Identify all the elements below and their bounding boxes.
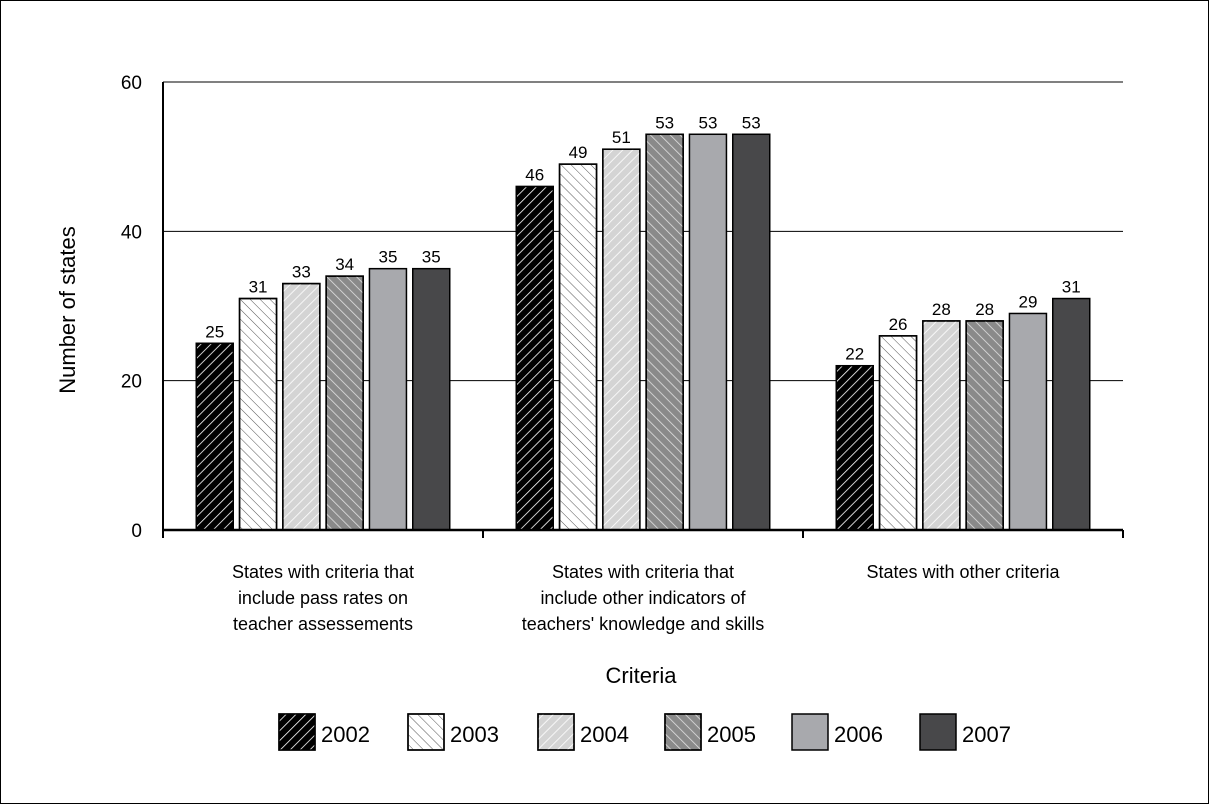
x-category-labels: States with criteria that include pass ra…: [232, 562, 1061, 634]
bar-2002-cat2: [515, 185, 554, 531]
bar-2006-cat2: [688, 133, 728, 531]
bar-fill: [368, 267, 408, 531]
bar-2006-cat3: [1008, 312, 1048, 531]
data-label: 33: [292, 263, 311, 282]
bar-hatch: [645, 133, 684, 531]
data-label: 31: [249, 278, 268, 297]
x-axis-title: Criteria: [606, 663, 678, 688]
data-label: 46: [525, 166, 544, 185]
x-category-label: States with other criteria: [866, 562, 1060, 582]
x-category-label: States with criteria that: [552, 562, 734, 582]
data-label: 28: [975, 300, 994, 319]
legend-item-2005: 2005: [664, 713, 756, 751]
x-category-label: teacher assessements: [233, 614, 413, 634]
x-category-label: include pass rates on: [238, 588, 408, 608]
data-label: 28: [932, 300, 951, 319]
bar-2002-cat1: [195, 342, 234, 531]
legend-item-2004: 2004: [537, 713, 629, 751]
legend-item-2006: 2006: [791, 713, 883, 751]
bar-2007-cat3: [1052, 297, 1091, 531]
y-tick-label: 40: [121, 222, 142, 243]
y-tick-label: 20: [121, 372, 142, 393]
bar-hatch: [238, 297, 278, 531]
legend-item-2003: 2003: [407, 713, 499, 751]
bar-hatch: [922, 320, 961, 531]
legend-label: 2004: [580, 722, 629, 747]
y-tick-label: 0: [131, 521, 142, 542]
axes: [162, 82, 1124, 538]
legend-swatch: [919, 713, 957, 751]
bar-2003-cat3: [878, 335, 918, 531]
data-label: 53: [742, 113, 761, 132]
data-label: 35: [422, 248, 441, 267]
y-tick-label: 60: [121, 73, 142, 94]
bar-hatch: [282, 282, 321, 531]
x-category-label: include other indicators of: [540, 588, 746, 608]
bar-2004-cat3: [922, 320, 961, 531]
bar-2004-cat2: [602, 148, 641, 531]
bar-hatch: [558, 163, 598, 531]
legend-label: 2007: [962, 722, 1011, 747]
bar-hatch: [835, 364, 874, 531]
bar-2004-cat1: [282, 282, 321, 531]
bar-2003-cat1: [238, 297, 278, 531]
bar-2005-cat1: [325, 275, 364, 531]
legend-swatch: [791, 713, 829, 751]
data-label: 34: [335, 255, 354, 274]
legend-item-2007: 2007: [919, 713, 1011, 751]
legend-label: 2006: [834, 722, 883, 747]
data-label: 53: [655, 113, 674, 132]
bar-2005-cat3: [965, 320, 1004, 531]
legend: 2002 2003 2004 2005 2006 2007: [278, 713, 1011, 751]
bar-fill: [732, 133, 771, 531]
bar-hatch: [515, 185, 554, 531]
bar-hatch: [325, 275, 364, 531]
data-label: 35: [378, 248, 397, 267]
legend-item-2002: 2002: [278, 713, 370, 751]
data-label: 26: [889, 315, 908, 334]
bar-hatch: [195, 342, 234, 531]
bar-2003-cat2: [558, 163, 598, 531]
data-label: 51: [612, 128, 631, 147]
legend-label: 2003: [450, 722, 499, 747]
bar-fill: [688, 133, 728, 531]
bar-fill: [1008, 312, 1048, 531]
legend-swatch-hatch: [664, 713, 702, 751]
bar-2007-cat1: [412, 267, 451, 531]
data-label: 29: [1018, 292, 1037, 311]
data-label: 31: [1062, 278, 1081, 297]
data-label: 53: [698, 113, 717, 132]
legend-swatch-hatch: [278, 713, 316, 751]
bar-hatch: [965, 320, 1004, 531]
bar-fill: [412, 267, 451, 531]
legend-label: 2002: [321, 722, 370, 747]
bar-2006-cat1: [368, 267, 408, 531]
bar-hatch: [602, 148, 641, 531]
legend-label: 2005: [707, 722, 756, 747]
bar-2005-cat2: [645, 133, 684, 531]
y-axis-title: Number of states: [55, 226, 80, 394]
bar-fill: [1052, 297, 1091, 531]
gridlines: [163, 81, 1123, 382]
bar-hatch: [878, 335, 918, 531]
legend-swatch-hatch: [407, 713, 445, 751]
bars: 25 31 33 34 35 35 46 49 51 53 53 53 22 26 28 28 29 31: [195, 113, 1091, 531]
x-category-label: States with criteria that: [232, 562, 414, 582]
bar-2002-cat3: [835, 364, 874, 531]
data-label: 49: [569, 143, 588, 162]
bar-2007-cat2: [732, 133, 771, 531]
legend-swatch-hatch: [537, 713, 575, 751]
x-category-label: teachers' knowledge and skills: [522, 614, 765, 634]
y-tick-labels: 0 20 40 60: [121, 73, 142, 542]
data-label: 25: [205, 322, 224, 341]
data-label: 22: [845, 345, 864, 364]
